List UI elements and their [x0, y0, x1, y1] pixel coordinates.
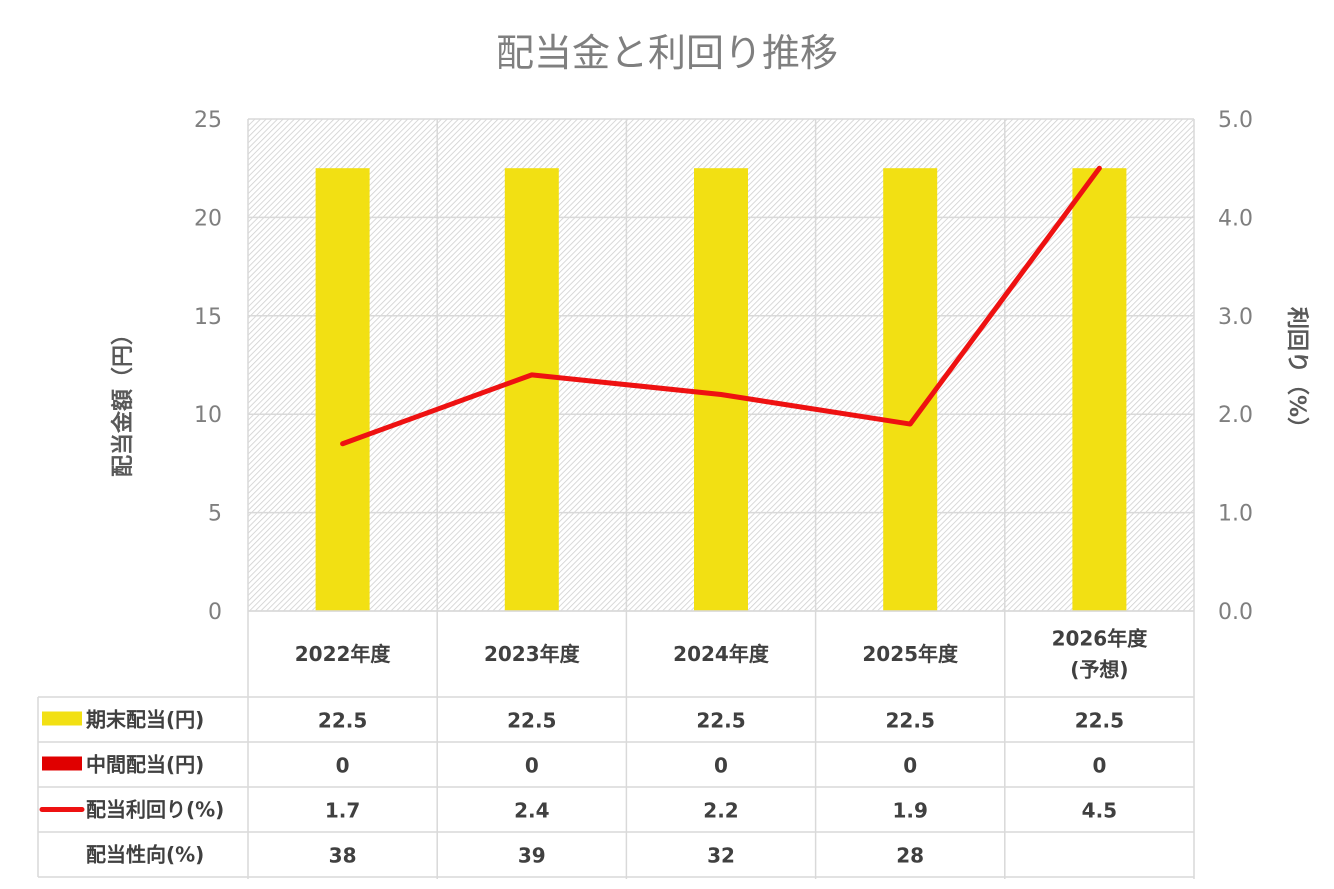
left-axis-title: 配当金額（円）	[110, 323, 136, 477]
table-cell: 4.5	[1082, 799, 1117, 823]
bar-final-dividend	[694, 168, 748, 611]
left-tick-label: 5	[208, 502, 222, 527]
table-cell: 28	[896, 844, 924, 868]
left-axis-ticks: 0 5 10 15 20 25	[194, 108, 222, 625]
category-label: 2023年度	[484, 642, 581, 666]
table-cell: 1.9	[892, 799, 927, 823]
left-tick-label: 0	[208, 600, 222, 625]
table-cell: 0	[336, 754, 350, 778]
table-cell: 0	[1092, 754, 1106, 778]
table-cell: 0	[714, 754, 728, 778]
legend-key-bar	[42, 756, 82, 771]
chart-title: 配当金と利回り推移	[496, 31, 838, 75]
bar-series-final-dividend	[315, 168, 1127, 611]
table-cell: 22.5	[886, 709, 935, 733]
category-label: (予想)	[1070, 658, 1128, 682]
data-table: 2022年度 2023年度 2024年度 2025年度 2026年度 (予想) 期末配当(円…	[37, 610, 1194, 878]
legend-key-bar	[42, 711, 82, 726]
bar-final-dividend	[1072, 168, 1127, 611]
category-label: 2024年度	[673, 642, 770, 666]
category-label: 2022年度	[295, 642, 392, 666]
table-cell: 22.5	[507, 709, 556, 733]
bar-final-dividend	[315, 168, 370, 611]
right-tick-label: 0.0	[1218, 600, 1253, 625]
table-cell: 2.4	[514, 799, 549, 823]
left-tick-label: 10	[194, 403, 222, 428]
table-cell: 2.2	[703, 799, 738, 823]
right-tick-label: 2.0	[1218, 403, 1253, 428]
right-axis-title: 利回り（%）	[1284, 307, 1309, 439]
category-label: 2026年度	[1052, 627, 1149, 651]
left-tick-label: 20	[194, 206, 222, 231]
table-cell: 39	[518, 844, 546, 868]
right-tick-label: 3.0	[1218, 305, 1253, 330]
table-row-label: 配当性向(%)	[86, 843, 204, 867]
right-tick-label: 4.0	[1218, 206, 1253, 231]
bar-final-dividend	[883, 168, 938, 611]
table-cell: 38	[329, 844, 357, 868]
category-label: 2025年度	[862, 642, 959, 666]
table-cell: 0	[903, 754, 917, 778]
table-cell: 22.5	[1075, 709, 1124, 733]
right-axis-ticks: 0.0 1.0 2.0 3.0 4.0 5.0	[1218, 108, 1253, 625]
left-tick-label: 15	[194, 305, 222, 330]
line-series-yield	[340, 165, 1102, 447]
left-tick-label: 25	[194, 108, 222, 133]
table-row-label: 中間配当(円)	[86, 753, 204, 777]
table-row-label: 期末配当(円)	[86, 708, 204, 732]
table-cell: 22.5	[696, 709, 745, 733]
table-row-label: 配当利回り(%)	[86, 798, 224, 822]
table-cell: 32	[707, 844, 735, 868]
bar-final-dividend	[504, 168, 559, 611]
table-cell: 22.5	[318, 709, 367, 733]
table-cell: 1.7	[325, 799, 360, 823]
right-tick-label: 1.0	[1218, 502, 1253, 527]
right-tick-label: 5.0	[1218, 108, 1253, 133]
table-cell: 0	[525, 754, 539, 778]
